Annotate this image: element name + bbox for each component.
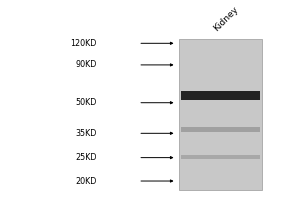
- Text: 35KD: 35KD: [76, 129, 97, 138]
- Bar: [181, 127, 260, 132]
- Bar: [181, 91, 260, 100]
- Text: 50KD: 50KD: [76, 98, 97, 107]
- Bar: [181, 155, 260, 159]
- Text: 120KD: 120KD: [70, 39, 97, 48]
- Text: 20KD: 20KD: [76, 177, 97, 186]
- Text: 90KD: 90KD: [76, 60, 97, 69]
- Text: Kidney: Kidney: [212, 5, 240, 33]
- Bar: [179, 39, 262, 190]
- Text: 25KD: 25KD: [76, 153, 97, 162]
